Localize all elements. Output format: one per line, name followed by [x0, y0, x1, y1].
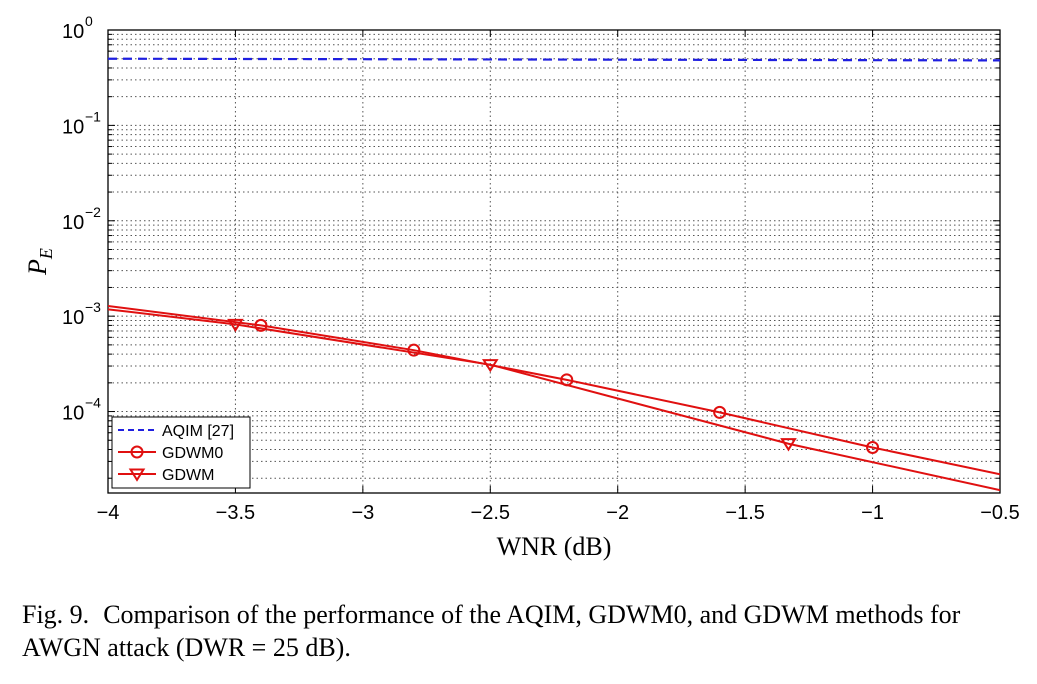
y-tick-label-base: 10 — [62, 21, 84, 43]
series-line-aqim-27 — [108, 57, 1000, 62]
x-tick-label: −0.5 — [980, 502, 1019, 524]
figure-caption: Fig. 9. Comparison of the performance of … — [22, 598, 1027, 664]
data-point-gdwm0 — [560, 373, 574, 387]
data-point-gdwm0 — [866, 440, 880, 454]
y-tick-label-exponent: 0 — [85, 13, 93, 29]
grid — [108, 30, 1000, 493]
axes-box — [107, 29, 1001, 494]
legend: AQIM [27] GDWM0 GDWM — [111, 416, 251, 489]
data-point-gdwm — [780, 438, 797, 452]
legend-marker — [128, 468, 146, 482]
y-tick-label-exponent: −1 — [85, 108, 101, 124]
chart: −4 −3.5 −3 −2.5 −2 −1.5 −1 −0.510 010−110 −210 −31… — [23, 13, 1020, 561]
y-tick-label-exponent: −2 — [85, 204, 101, 220]
data-point-gdwm — [227, 318, 244, 333]
markers-layer — [227, 318, 880, 454]
y-tick-label-exponent: −3 — [85, 299, 101, 315]
y-tick-label: 10−1 — [62, 108, 101, 138]
data-point-gdwm — [481, 359, 499, 373]
y-tick-label: 10 −2 — [62, 204, 101, 234]
y-tick-label: 10 −4 — [62, 395, 101, 425]
y-tick-label-base: 10 — [62, 116, 84, 138]
data-point-gdwm0 — [713, 405, 727, 419]
y-tick-label: 10 −3 — [62, 299, 101, 329]
y-tick-label: 10 0 — [62, 13, 93, 43]
y-tick-label-base: 10 — [62, 403, 84, 425]
x-tick-label: −3.5 — [216, 502, 255, 524]
x-tick-label: −2.5 — [471, 502, 510, 524]
legend-label: AQIM [27] — [162, 423, 234, 440]
x-axis-label: WNR (dB) — [497, 532, 612, 561]
y-tick-label-exponent: −4 — [85, 395, 101, 411]
y-tick-label-base: 10 — [62, 307, 84, 329]
legend-label: GDWM0 — [162, 445, 223, 462]
x-tick-label: −1 — [861, 502, 884, 524]
x-tick-label: −3 — [351, 502, 374, 524]
legend-marker — [130, 445, 144, 459]
y-axis-label: PE — [23, 248, 56, 276]
series-line-gdwm — [108, 308, 1000, 492]
legend-label: GDWM — [162, 467, 214, 484]
y-tick-label-base: 10 — [62, 212, 84, 234]
x-tick-label: −1.5 — [725, 502, 764, 524]
x-tick-label: −2 — [606, 502, 629, 524]
axes — [107, 29, 1001, 494]
data-point-gdwm0 — [254, 318, 268, 332]
figure-number: Fig. 9. — [22, 600, 90, 629]
x-tick-label: −4 — [97, 502, 120, 524]
labels-layer: −4 −3.5 −3 −2.5 −2 −1.5 −1 −0.510 010−110 −210 −31… — [23, 13, 1020, 561]
series-line-gdwm0 — [108, 304, 1000, 476]
series-layer — [108, 57, 1000, 492]
data-point-gdwm0 — [407, 343, 421, 357]
caption-text: Comparison of the performance of the AQI… — [22, 600, 961, 662]
